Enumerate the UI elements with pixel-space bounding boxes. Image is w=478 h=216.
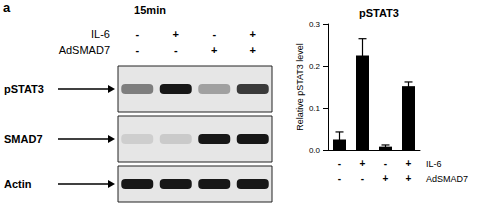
svg-text:-: - [135, 44, 139, 56]
svg-text:-: - [338, 158, 341, 169]
svg-text:pSTAT3: pSTAT3 [359, 7, 399, 19]
svg-text:+: + [406, 158, 412, 169]
svg-text:+: + [250, 28, 256, 40]
svg-text:AdSMAD7: AdSMAD7 [426, 174, 468, 184]
svg-text:pSTAT3: pSTAT3 [4, 83, 44, 95]
svg-text:SMAD7: SMAD7 [4, 133, 43, 145]
svg-text:+: + [211, 44, 217, 56]
svg-text:15min: 15min [134, 4, 166, 16]
svg-text:a: a [3, 0, 11, 15]
svg-text:0.1: 0.1 [309, 104, 321, 113]
svg-text:-: - [212, 28, 216, 40]
svg-text:-: - [361, 173, 364, 184]
svg-text:+: + [383, 173, 389, 184]
svg-text:Actin: Actin [4, 178, 32, 190]
svg-text:0.2: 0.2 [309, 62, 321, 71]
svg-text:0.3: 0.3 [309, 20, 321, 29]
svg-text:IL-6: IL-6 [426, 159, 442, 169]
svg-text:-: - [135, 28, 139, 40]
svg-text:+: + [250, 44, 256, 56]
svg-text:+: + [173, 28, 179, 40]
svg-text:-: - [174, 44, 178, 56]
svg-text:0.0: 0.0 [309, 146, 321, 155]
svg-text:+: + [360, 158, 366, 169]
svg-text:+: + [406, 173, 412, 184]
svg-text:-: - [384, 158, 387, 169]
svg-text:AdSMAD7: AdSMAD7 [59, 44, 110, 56]
svg-text:-: - [338, 173, 341, 184]
svg-text:Relative pSTAT3 level: Relative pSTAT3 level [295, 43, 305, 131]
svg-text:IL-6: IL-6 [91, 28, 110, 40]
